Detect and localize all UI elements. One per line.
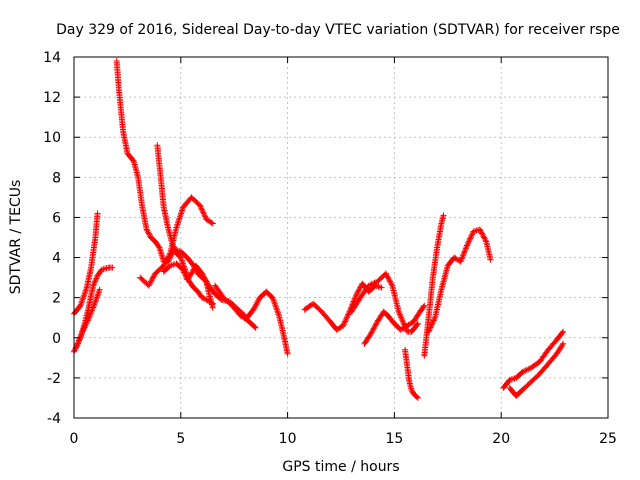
point-marks <box>402 346 421 401</box>
y-tick-label: 6 <box>52 210 61 226</box>
series-arc14 <box>425 226 494 335</box>
point-marks <box>212 282 259 331</box>
point-marks <box>73 286 103 351</box>
x-tick-label: 10 <box>279 431 297 447</box>
data-points <box>71 58 567 401</box>
point-marks <box>421 212 447 359</box>
y-tick-label: 4 <box>52 251 61 267</box>
point-marks <box>160 260 291 357</box>
series-arc8 <box>212 282 259 331</box>
x-tick-label: 25 <box>599 431 617 447</box>
point-marks <box>348 270 421 335</box>
y-tick-label: 12 <box>43 90 61 106</box>
y-tick-label: -2 <box>47 371 61 387</box>
x-tick-label: 5 <box>176 431 185 447</box>
y-axis-label: SDTVAR / TECUs <box>8 180 24 295</box>
x-tick-label: 20 <box>492 431 510 447</box>
series-arc6 <box>137 194 216 289</box>
series-arc13 <box>421 212 447 359</box>
plot-frame <box>73 56 609 419</box>
series-arc11 <box>348 270 421 335</box>
x-axis-label: GPS time / hours <box>282 459 399 475</box>
y-tick-label: -4 <box>47 411 61 427</box>
y-tick-label: 14 <box>43 50 61 66</box>
series-arc15 <box>500 328 567 391</box>
x-tick-label: 0 <box>70 431 79 447</box>
series-arc12 <box>402 346 421 401</box>
point-marks <box>137 194 216 289</box>
point-marks <box>301 280 385 333</box>
y-tick-label: 2 <box>52 291 61 307</box>
y-tick-label: 8 <box>52 170 61 186</box>
series-arc16 <box>506 340 567 399</box>
series-arc7 <box>160 260 291 357</box>
point-marks <box>361 302 428 347</box>
series-arc3 <box>73 286 103 351</box>
point-marks <box>425 226 494 335</box>
series-arc9 <box>301 280 385 333</box>
x-tick-label: 15 <box>385 431 403 447</box>
y-tick-label: 10 <box>43 130 61 146</box>
point-marks <box>506 340 567 399</box>
point-marks <box>500 328 567 391</box>
y-tick-label: 0 <box>52 331 61 347</box>
axis-ticks: 0 5 10 15 20 25 -4 -2 0 2 4 6 8 10 12 14 <box>43 50 617 447</box>
series-arc10 <box>361 302 428 347</box>
chart-title: Day 329 of 2016, Sidereal Day-to-day VTE… <box>56 22 620 38</box>
